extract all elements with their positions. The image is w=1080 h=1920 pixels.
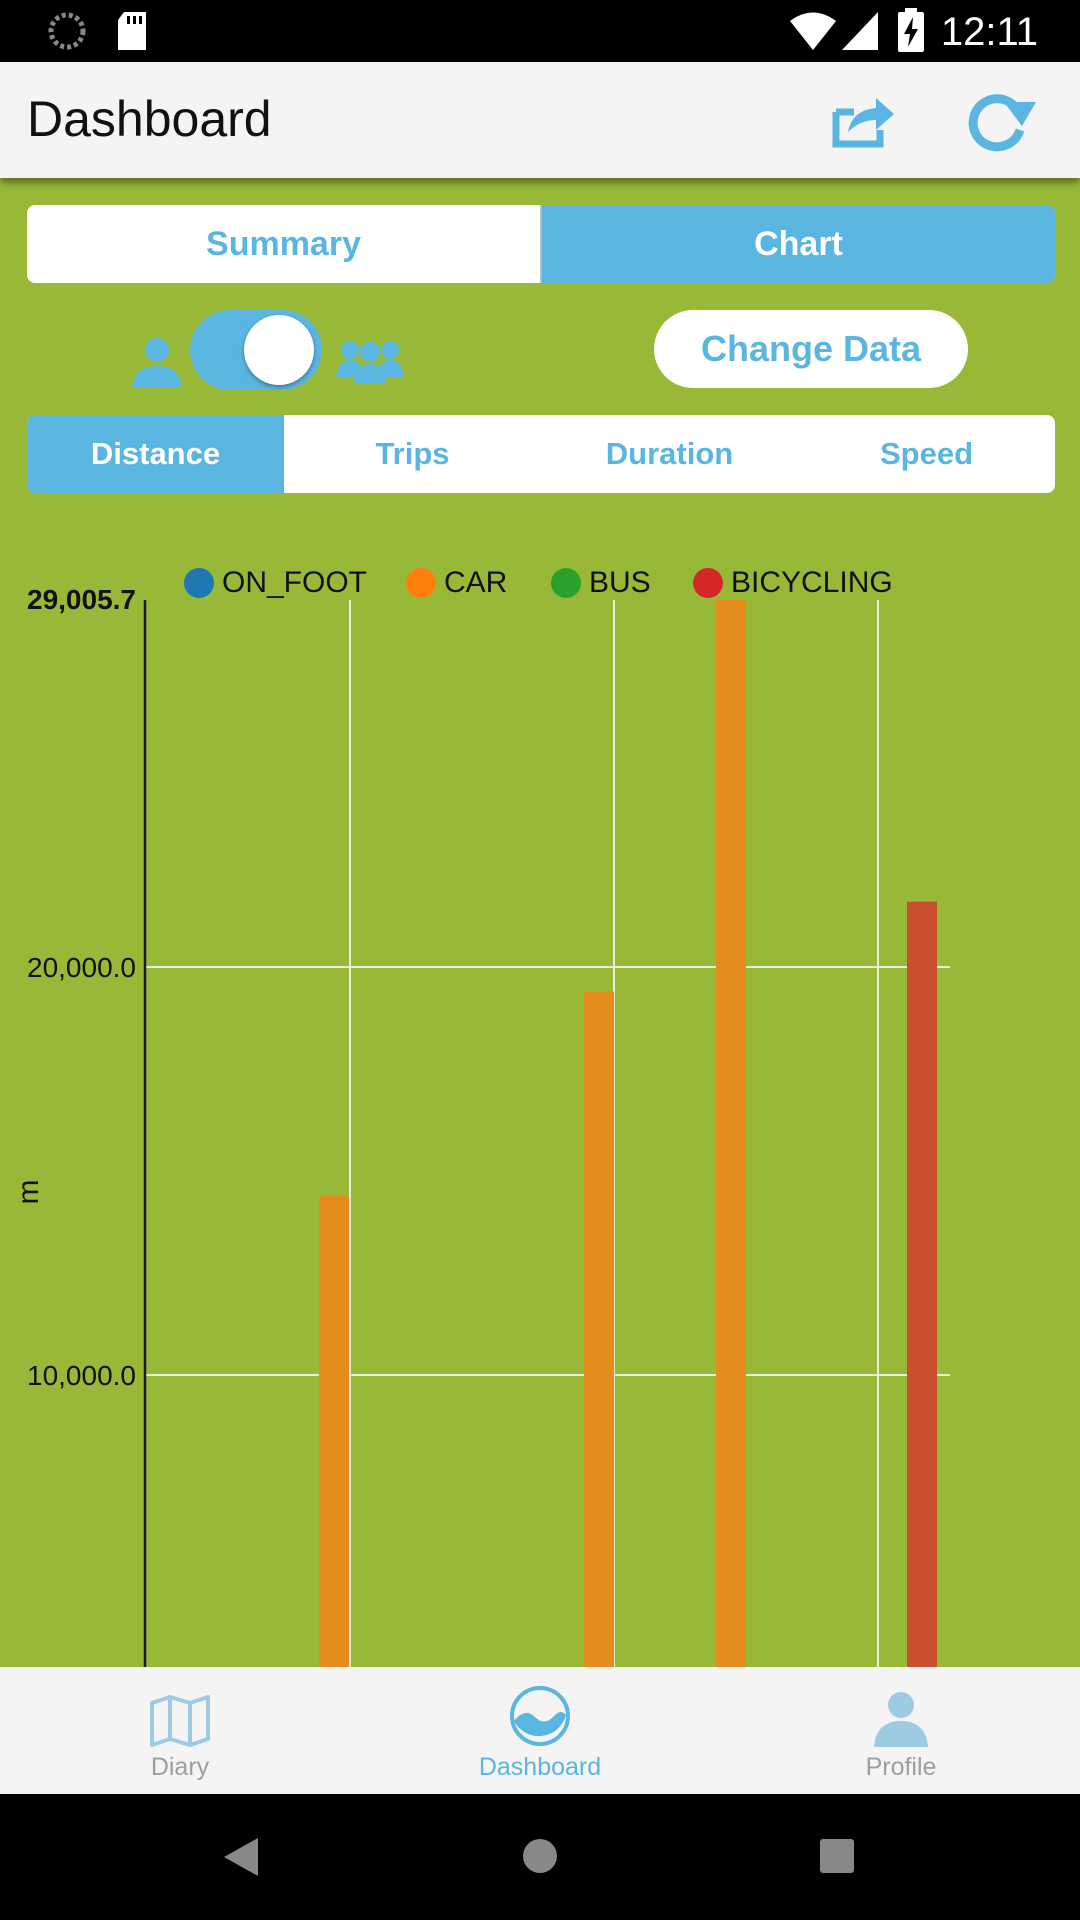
- dashboard-icon: [510, 1686, 570, 1746]
- signal-icon: [842, 12, 878, 50]
- bar-car-1: [319, 1195, 349, 1667]
- map-icon: [150, 1695, 210, 1747]
- share-icon[interactable]: [830, 94, 896, 148]
- recents-icon[interactable]: [820, 1839, 854, 1873]
- legend-item-on-foot[interactable]: ON_FOOT: [184, 566, 367, 600]
- page-title: Dashboard: [27, 91, 272, 147]
- status-time: 12:11: [940, 10, 1038, 54]
- view-tabs: Summary Chart: [27, 205, 1055, 283]
- legend-item-bicycling[interactable]: BICYCLING: [693, 566, 893, 600]
- y-axis-label: m: [12, 1180, 45, 1205]
- bar-car-3: [716, 600, 746, 1667]
- bottom-nav: Diary Dashboard Profile: [0, 1667, 1080, 1794]
- metric-tabs: Distance Trips Duration Speed: [27, 415, 1055, 493]
- legend-label: ON_FOOT: [222, 566, 368, 599]
- nav-item-diary[interactable]: Diary: [80, 1667, 280, 1794]
- tab-trips[interactable]: Trips: [375, 436, 450, 471]
- legend-dot: [551, 568, 581, 598]
- legend-item-bus[interactable]: BUS: [551, 566, 651, 600]
- legend-label: CAR: [444, 566, 508, 599]
- y-tick-label: 20,000.0: [27, 952, 136, 983]
- distance-bar-chart: 29,005.7 20,000.0 10,000.0 m: [12, 584, 950, 1667]
- sync-icon: [48, 12, 86, 50]
- toggle-knob[interactable]: [244, 315, 314, 385]
- back-icon[interactable]: [224, 1838, 258, 1876]
- y-tick-label: 10,000.0: [27, 1360, 136, 1391]
- legend-dot: [693, 568, 723, 598]
- legend-dot: [184, 568, 214, 598]
- change-data-button[interactable]: Change Data: [654, 310, 968, 388]
- legend-item-car[interactable]: CAR: [406, 566, 507, 600]
- tab-speed[interactable]: Speed: [879, 436, 974, 471]
- home-icon[interactable]: [522, 1838, 558, 1874]
- nav-item-dashboard[interactable]: Dashboard: [440, 1667, 640, 1794]
- y-max-label: 29,005.7: [27, 584, 136, 615]
- bar-car-2: [584, 991, 614, 1667]
- group-icon: [336, 341, 404, 384]
- system-nav-bar: [0, 1794, 1080, 1920]
- tab-duration[interactable]: Duration: [605, 436, 734, 471]
- app-bar: Dashboard: [0, 62, 1080, 178]
- sd-card-icon: [118, 12, 146, 50]
- bar-bicycling-4: [907, 901, 937, 1667]
- legend-label: BUS: [589, 566, 651, 599]
- nav-label: Profile: [865, 1753, 937, 1781]
- legend-label: BICYCLING: [731, 566, 893, 599]
- tab-distance[interactable]: Distance: [27, 415, 284, 493]
- legend-dot: [406, 568, 436, 598]
- status-bar: 12:11: [0, 0, 1080, 62]
- wifi-icon: [790, 12, 836, 50]
- battery-charging-icon: [898, 8, 924, 52]
- user-scope-toggle[interactable]: [190, 310, 322, 390]
- refresh-icon[interactable]: [964, 90, 1040, 152]
- tab-summary[interactable]: Summary: [27, 205, 542, 283]
- nav-label: Diary: [150, 1753, 210, 1781]
- person-icon: [874, 1692, 928, 1747]
- person-icon: [132, 338, 182, 388]
- nav-item-profile[interactable]: Profile: [801, 1667, 1001, 1794]
- nav-label: Dashboard: [478, 1753, 602, 1781]
- tab-chart[interactable]: Chart: [542, 205, 1055, 283]
